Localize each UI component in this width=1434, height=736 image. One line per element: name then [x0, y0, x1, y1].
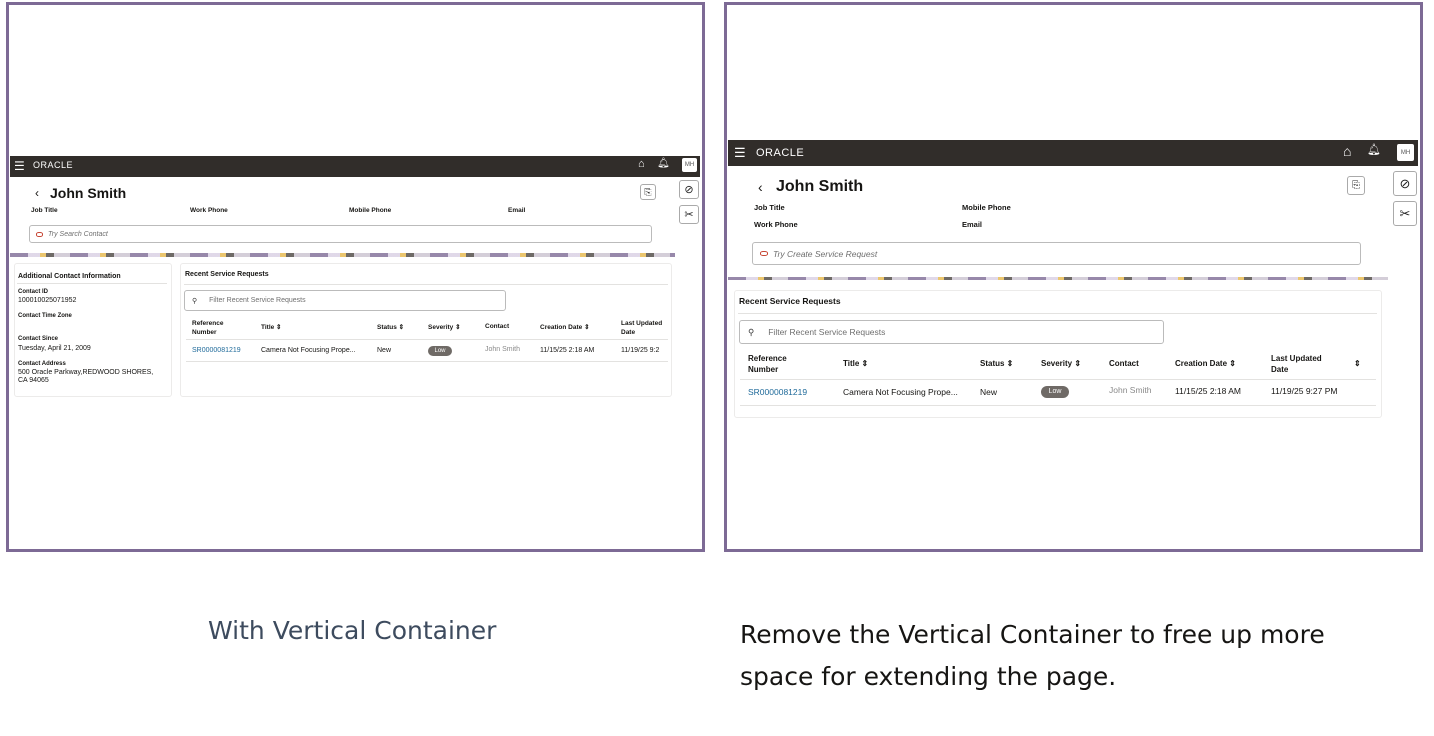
- col-creation-date[interactable]: Creation Date ⇕: [540, 324, 590, 331]
- field-mobile-phone: Mobile Phone: [349, 207, 392, 214]
- right-app-header: [728, 140, 1418, 166]
- time-zone-label: Contact Time Zone: [18, 313, 72, 319]
- contact-address-value: 500 Oracle Parkway,REDWOOD SHORES,: [18, 369, 154, 376]
- col-status[interactable]: Status ⇕: [377, 324, 405, 331]
- create-request-input[interactable]: Try Create Service Request: [752, 242, 1361, 265]
- col-last-updated[interactable]: Last Updated Date: [1271, 354, 1322, 374]
- divider: [17, 283, 167, 284]
- request-updated: 11/19/25 9:27 PM: [1271, 386, 1338, 396]
- divider: [740, 405, 1376, 406]
- divider: [186, 361, 668, 362]
- oracle-logo: ORACLE: [756, 147, 805, 159]
- contact-address-value-2: CA 94065: [18, 377, 49, 384]
- divider: [186, 339, 668, 340]
- col-severity[interactable]: Severity ⇕: [1041, 359, 1082, 368]
- disconnect-button[interactable]: ✂: [679, 205, 699, 224]
- export-button[interactable]: ⎘: [640, 184, 656, 200]
- field-work-phone: Work Phone: [754, 220, 798, 229]
- col-title[interactable]: Title ⇕: [843, 359, 869, 368]
- hamburger-menu-icon[interactable]: ☰: [734, 145, 746, 160]
- additional-info-card: [14, 263, 172, 397]
- request-contact: John Smith: [485, 346, 521, 353]
- oracle-logo: ORACLE: [33, 160, 74, 170]
- decorative-stripe: [10, 253, 675, 257]
- right-caption-line-1: Remove the Vertical Container to free up…: [740, 620, 1325, 649]
- user-avatar[interactable]: MH: [1397, 144, 1414, 161]
- filter-requests-input[interactable]: ⚲ Filter Recent Service Requests: [184, 290, 506, 311]
- search-contact-placeholder: Try Search Contact: [48, 230, 108, 238]
- recent-requests-title: Recent Service Requests: [185, 271, 269, 278]
- back-chevron-icon[interactable]: ‹: [758, 179, 763, 195]
- field-mobile-phone: Mobile Phone: [962, 203, 1011, 212]
- bell-icon[interactable]: 🔔︎: [1367, 144, 1381, 156]
- search-icon: ⚲: [748, 326, 755, 337]
- request-created: 11/15/25 2:18 AM: [540, 347, 595, 354]
- request-contact: John Smith: [1109, 385, 1152, 395]
- request-created: 11/15/25 2:18 AM: [1175, 386, 1242, 396]
- field-email: Email: [508, 207, 526, 214]
- col-contact: Contact: [485, 323, 510, 330]
- export-button[interactable]: ⎘: [1347, 176, 1365, 195]
- recent-requests-title: Recent Service Requests: [739, 296, 841, 306]
- divider: [738, 313, 1377, 314]
- sort-icon[interactable]: ⇕: [1354, 359, 1361, 368]
- request-status: New: [980, 387, 998, 397]
- field-job-title: Job Title: [31, 207, 58, 214]
- oracle-ai-icon: [36, 231, 43, 237]
- recent-requests-card: [180, 263, 672, 397]
- bell-icon[interactable]: 🔔︎: [657, 158, 670, 169]
- request-title: Camera Not Focusing Prope...: [843, 387, 958, 397]
- contact-since-label: Contact Since: [18, 336, 59, 342]
- col-status[interactable]: Status ⇕: [980, 359, 1014, 368]
- request-title: Camera Not Focusing Prope...: [261, 347, 356, 354]
- contact-name: John Smith: [776, 178, 864, 195]
- home-icon[interactable]: ⌂: [1343, 143, 1352, 159]
- request-status: New: [377, 347, 392, 354]
- col-severity[interactable]: Severity ⇕: [428, 324, 461, 331]
- create-request-placeholder: Try Create Service Request: [773, 248, 878, 259]
- disconnect-button[interactable]: ✂: [1393, 201, 1417, 226]
- col-contact: Contact: [1109, 359, 1139, 368]
- col-last-updated[interactable]: Last Updated Date: [621, 320, 663, 336]
- block-button[interactable]: ⊘: [679, 180, 699, 199]
- left-caption: With Vertical Container: [208, 616, 497, 645]
- col-creation-date[interactable]: Creation Date ⇕: [1175, 359, 1236, 368]
- block-button[interactable]: ⊘: [1393, 171, 1417, 196]
- user-avatar[interactable]: MH: [682, 158, 697, 172]
- request-updated: 11/19/25 9:2: [621, 347, 660, 354]
- home-icon[interactable]: ⌂: [638, 158, 645, 170]
- back-chevron-icon[interactable]: ‹: [35, 186, 39, 200]
- contact-since-value: Tuesday, April 21, 2009: [18, 345, 91, 352]
- search-icon: ⚲: [192, 297, 198, 305]
- col-reference[interactable]: Reference Number: [192, 320, 224, 336]
- severity-badge: Low: [428, 346, 452, 356]
- divider: [184, 284, 668, 285]
- field-work-phone: Work Phone: [190, 207, 228, 214]
- right-caption-line-2: space for extending the page.: [740, 662, 1117, 691]
- search-contact-input[interactable]: Try Search Contact: [29, 225, 652, 243]
- filter-requests-input[interactable]: ⚲ Filter Recent Service Requests: [739, 320, 1164, 344]
- divider: [740, 379, 1376, 380]
- filter-placeholder: Filter Recent Service Requests: [768, 327, 886, 337]
- field-email: Email: [962, 220, 983, 229]
- contact-id-label: Contact ID: [18, 289, 48, 295]
- severity-badge: Low: [1041, 386, 1069, 398]
- request-ref-link[interactable]: SR0000081219: [748, 387, 808, 397]
- additional-info-title: Additional Contact Information: [18, 273, 121, 280]
- hamburger-menu-icon[interactable]: ☰: [14, 159, 25, 173]
- oracle-ai-icon: [760, 251, 768, 256]
- col-title[interactable]: Title ⇕: [261, 324, 282, 331]
- filter-placeholder: Filter Recent Service Requests: [209, 297, 306, 304]
- contact-address-label: Contact Address: [18, 361, 66, 367]
- decorative-stripe: [728, 277, 1388, 280]
- contact-id-value: 100010025071952: [18, 297, 77, 304]
- left-app-header: [10, 156, 700, 177]
- col-reference[interactable]: Reference Number: [748, 354, 787, 374]
- field-job-title: Job Title: [754, 203, 785, 212]
- request-ref-link[interactable]: SR0000081219: [192, 347, 241, 354]
- contact-name: John Smith: [50, 185, 127, 201]
